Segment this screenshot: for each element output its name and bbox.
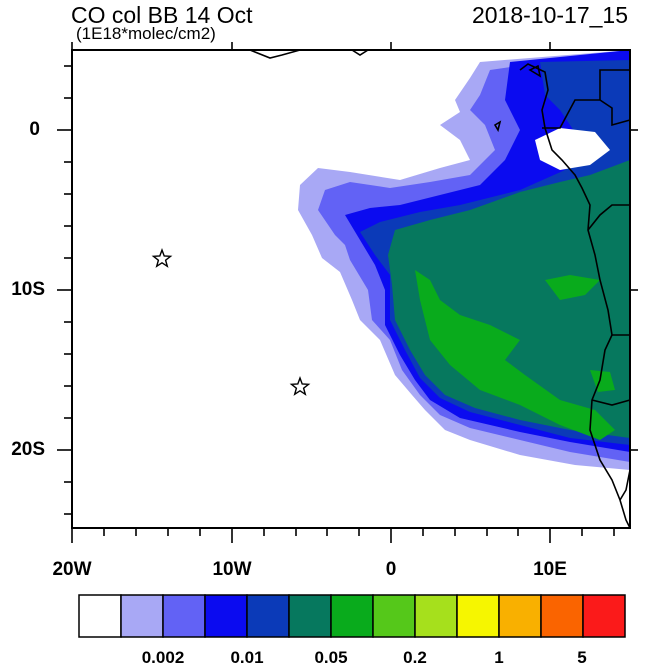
plot-title: CO col BB 14 Oct <box>71 2 253 28</box>
plume-coast-green <box>590 370 615 392</box>
colorbar-label-2: 0.05 <box>314 648 348 667</box>
colorbar <box>78 594 626 638</box>
colorbar-label-5: 5 <box>577 648 587 667</box>
colorbar-swatch-5 <box>288 594 332 638</box>
colorbar-swatch-2 <box>162 594 206 638</box>
y-tick-0: 0 <box>29 119 40 140</box>
plot-units: (1E18*molec/cm2) <box>76 24 216 43</box>
coastline <box>249 49 631 529</box>
station-markers <box>151 247 311 396</box>
map-frame <box>71 49 631 529</box>
axis-ticks <box>57 42 638 543</box>
plot-timestamp: 2018-10-17_15 <box>471 2 628 28</box>
colorbar-swatch-0 <box>78 594 122 638</box>
x-tick-10e: 10E <box>533 559 567 580</box>
colorbar-swatch-4 <box>246 594 290 638</box>
plume-brightgreen <box>415 270 615 440</box>
colorbar-swatch-12 <box>582 594 626 638</box>
clear-patch <box>535 128 610 170</box>
plume-greenband <box>388 160 630 438</box>
y-tick-10s: 10S <box>11 279 45 300</box>
colorbar-swatch-9 <box>456 594 500 638</box>
colorbar-swatch-11 <box>540 594 584 638</box>
star-marker-1 <box>151 247 173 268</box>
x-tick-10w: 10W <box>212 559 252 580</box>
plume-sahel-green <box>545 275 600 300</box>
y-tick-20s: 20S <box>11 439 45 460</box>
colorbar-swatch-3 <box>204 594 248 638</box>
colorbar-swatch-6 <box>330 594 374 638</box>
colorbar-label-3: 0.2 <box>403 648 427 667</box>
star-marker-2 <box>289 375 311 396</box>
colorbar-swatch-1 <box>120 594 164 638</box>
co-plume <box>298 50 630 470</box>
colorbar-swatch-7 <box>372 594 416 638</box>
colorbar-label-0: 0.002 <box>141 648 185 667</box>
x-tick-20w: 20W <box>52 559 92 580</box>
colorbar-label-4: 1 <box>494 648 504 667</box>
colorbar-swatch-10 <box>498 594 542 638</box>
colorbar-swatch-8 <box>414 594 458 638</box>
colorbar-label-1: 0.01 <box>230 648 264 667</box>
x-tick-0: 0 <box>385 559 397 580</box>
